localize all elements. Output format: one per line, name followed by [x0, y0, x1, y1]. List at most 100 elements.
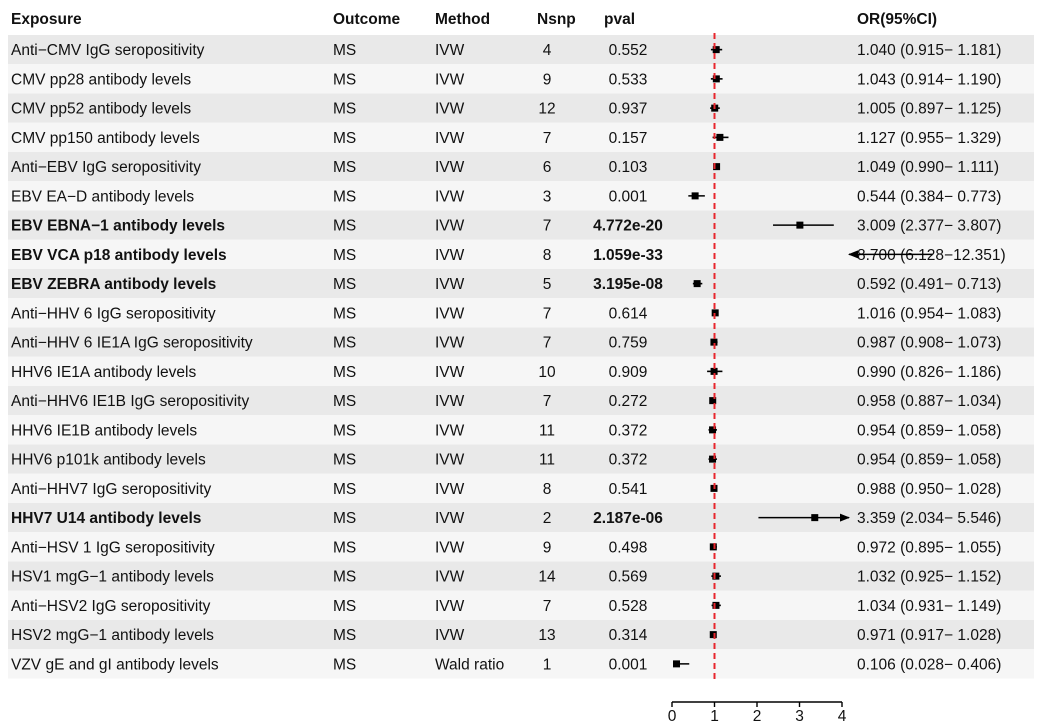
point-estimate — [811, 514, 819, 522]
point-estimate — [712, 46, 720, 54]
cell-nsnp: 9 — [543, 539, 552, 556]
cell-pval: 0.937 — [609, 101, 648, 118]
point-estimate — [712, 601, 720, 609]
table-row: VZV gE and gI antibody levels MS Wald rati… — [11, 656, 1001, 673]
point-estimate — [711, 309, 719, 317]
cell-exposure: Anti−CMV IgG seropositivity — [11, 42, 205, 59]
cell-exposure: Anti−HSV2 IgG seropositivity — [11, 598, 211, 615]
cell-exposure: CMV pp52 antibody levels — [11, 101, 191, 118]
cell-outcome: MS — [333, 422, 356, 439]
cell-outcome: MS — [333, 42, 356, 59]
cell-exposure: VZV gE and gI antibody levels — [11, 656, 219, 673]
cell-pval: 0.528 — [609, 598, 648, 615]
row-background — [8, 415, 1034, 445]
row-background — [8, 561, 1034, 591]
row-background — [8, 269, 1034, 299]
cell-exposure: CMV pp28 antibody levels — [11, 71, 191, 88]
cell-pval: 0.498 — [609, 539, 648, 556]
row-background — [8, 532, 1034, 562]
x-tick-label: 2 — [753, 708, 762, 724]
cell-pval: 1.059e-33 — [593, 247, 663, 264]
table-row: EBV EA−D antibody levels MS IVW 3 0.001 0.544… — [11, 188, 1001, 205]
point-estimate — [709, 631, 717, 639]
cell-exposure: HSV2 mgG−1 antibody levels — [11, 627, 214, 644]
cell-method: IVW — [435, 247, 465, 264]
cell-outcome: MS — [333, 598, 356, 615]
table-row: HSV1 mgG−1 antibody levels MS IVW 14 0.569 1.… — [11, 569, 1001, 586]
cell-pval: 0.569 — [609, 569, 648, 586]
cell-or: 0.972 (0.895− 1.055) — [857, 539, 1001, 556]
cell-outcome: MS — [333, 510, 356, 527]
cell-outcome: MS — [333, 569, 356, 586]
point-estimate — [796, 221, 804, 229]
cell-or: 8.700 (6.128−12.351) — [857, 247, 1006, 264]
cell-exposure: Anti−HHV7 IgG seropositivity — [11, 481, 212, 498]
cell-pval: 0.372 — [609, 422, 648, 439]
x-axis: 0 1 2 3 4 — [668, 701, 847, 724]
cell-nsnp: 2 — [543, 510, 552, 527]
cell-outcome: MS — [333, 218, 356, 235]
table-row: Anti−EBV IgG seropositivity MS IVW 6 0.103 1.… — [11, 159, 999, 176]
cell-pval: 0.614 — [609, 305, 648, 322]
header-outcome: Outcome — [333, 11, 401, 28]
row-background — [8, 93, 1034, 123]
cell-pval: 4.772e-20 — [593, 218, 663, 235]
row-background — [8, 298, 1034, 328]
cell-exposure: HSV1 mgG−1 antibody levels — [11, 569, 214, 586]
point-estimate — [713, 163, 721, 171]
point-estimate — [712, 572, 720, 580]
point-estimate — [693, 280, 701, 288]
row-background — [8, 210, 1034, 240]
plot-area — [673, 33, 933, 681]
table-row: EBV ZEBRA antibody levels MS IVW 5 3.195e-08… — [11, 276, 1001, 293]
cell-outcome: MS — [333, 452, 356, 469]
cell-method: IVW — [435, 42, 465, 59]
cell-exposure: EBV EA−D antibody levels — [11, 188, 194, 205]
row-background — [8, 35, 1034, 65]
cell-exposure: HHV7 U14 antibody levels — [11, 510, 201, 527]
cell-pval: 0.001 — [609, 656, 648, 673]
row-background — [8, 152, 1034, 182]
cell-pval: 0.552 — [609, 42, 648, 59]
table-row: EBV EBNA−1 antibody levels MS IVW 7 4.772e-2… — [11, 218, 1001, 235]
cell-method: IVW — [435, 159, 465, 176]
cell-pval: 0.157 — [609, 130, 648, 147]
cell-exposure: Anti−HHV 6 IE1A IgG seropositivity — [11, 335, 253, 352]
cell-method: Wald ratio — [435, 656, 504, 673]
cell-nsnp: 4 — [543, 42, 552, 59]
table-row: HHV6 IE1B antibody levels MS IVW 11 0.372 0.9… — [11, 422, 1001, 439]
cell-method: IVW — [435, 422, 465, 439]
cell-exposure: EBV VCA p18 antibody levels — [11, 247, 227, 264]
cell-method: IVW — [435, 101, 465, 118]
cell-pval: 0.541 — [609, 481, 648, 498]
cell-method: IVW — [435, 130, 465, 147]
cell-nsnp: 3 — [543, 188, 552, 205]
cell-nsnp: 7 — [543, 393, 552, 410]
cell-or: 0.958 (0.887− 1.034) — [857, 393, 1001, 410]
x-tick-label: 0 — [668, 708, 677, 724]
cell-exposure: Anti−HHV6 IE1B IgG seropositivity — [11, 393, 249, 410]
row-background — [8, 620, 1034, 650]
cell-or: 1.005 (0.897− 1.125) — [857, 101, 1001, 118]
point-estimate — [709, 397, 717, 405]
cell-nsnp: 7 — [543, 130, 552, 147]
point-estimate — [709, 455, 717, 463]
header-method: Method — [435, 11, 490, 28]
cell-method: IVW — [435, 627, 465, 644]
cell-or: 0.106 (0.028− 0.406) — [857, 656, 1001, 673]
cell-outcome: MS — [333, 188, 356, 205]
cell-outcome: MS — [333, 335, 356, 352]
table-row: Anti−HSV 1 IgG seropositivity MS IVW 9 0.498… — [11, 539, 1001, 556]
row-background — [8, 356, 1034, 386]
cell-or: 0.954 (0.859− 1.058) — [857, 452, 1001, 469]
cell-or: 1.127 (0.955− 1.329) — [857, 130, 1001, 147]
cell-nsnp: 7 — [543, 598, 552, 615]
row-background — [8, 444, 1034, 474]
cell-exposure: Anti−EBV IgG seropositivity — [11, 159, 201, 176]
cell-outcome: MS — [333, 71, 356, 88]
cell-or: 1.016 (0.954− 1.083) — [857, 305, 1001, 322]
cell-pval: 3.195e-08 — [593, 276, 663, 293]
cell-method: IVW — [435, 71, 465, 88]
table-row: Anti−HHV 6 IgG seropositivity MS IVW 7 0.614… — [11, 305, 1001, 322]
